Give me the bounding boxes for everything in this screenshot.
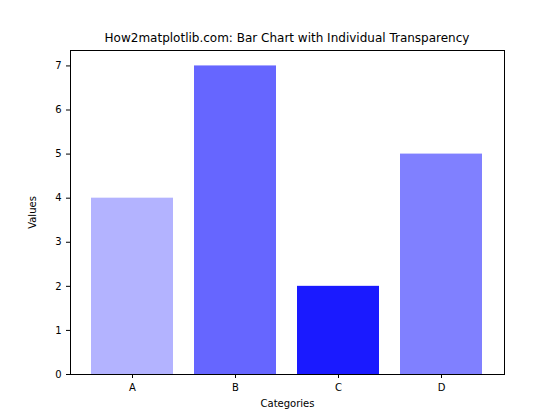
svg-text:7: 7 (55, 60, 61, 71)
svg-text:6: 6 (55, 104, 61, 115)
svg-text:D: D (438, 382, 446, 393)
svg-text:4: 4 (55, 192, 61, 203)
svg-text:A: A (129, 382, 136, 393)
svg-text:C: C (335, 382, 342, 393)
svg-text:5: 5 (55, 148, 61, 159)
svg-text:1: 1 (55, 325, 61, 336)
svg-text:0: 0 (55, 369, 61, 380)
svg-text:B: B (232, 382, 239, 393)
svg-text:3: 3 (55, 236, 61, 247)
svg-text:2: 2 (55, 281, 61, 292)
svg-text:Values: Values (27, 196, 38, 229)
html-text:How2matplotlib.com: Bar Chart: How2matplotlib.com: Bar Chart with Indiv… (104, 31, 470, 45)
svg-text:Categories: Categories (261, 398, 315, 409)
